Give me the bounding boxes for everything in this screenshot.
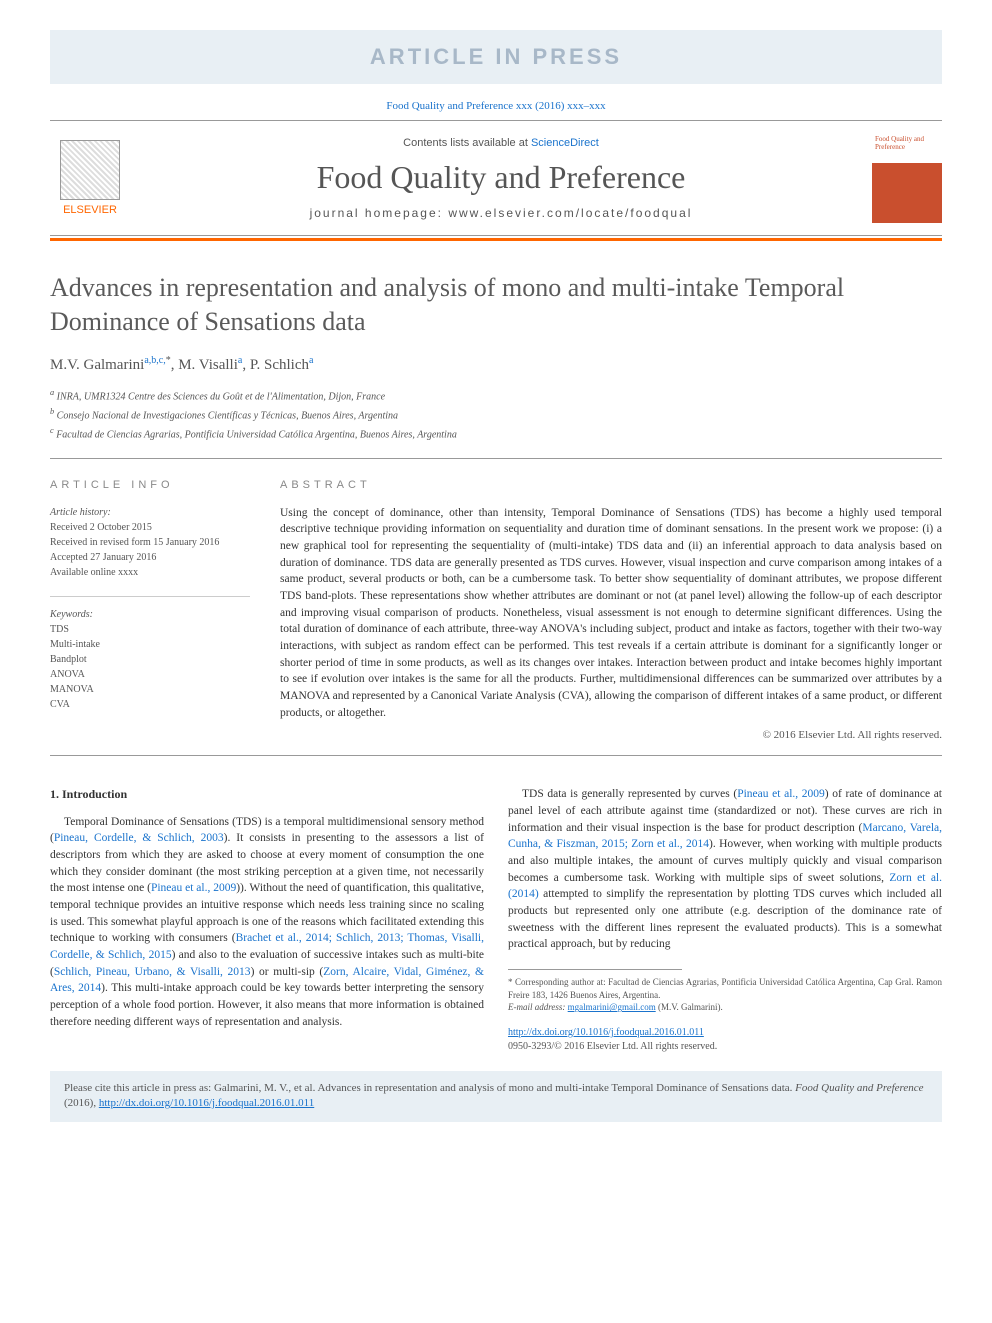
ref-pineau-2003[interactable]: Pineau, Cordelle, & Schlich, 2003	[54, 832, 224, 844]
keywords-label: Keywords:	[50, 607, 250, 622]
keyword-2: Bandplot	[50, 652, 250, 667]
elsevier-logo[interactable]: ELSEVIER	[50, 133, 130, 223]
email-label: E-mail address:	[508, 1002, 568, 1012]
elsevier-tree-icon	[60, 140, 120, 200]
available-date: Available online xxxx	[50, 565, 250, 580]
homepage-prefix: journal homepage:	[310, 206, 449, 220]
header-center: Contents lists available at ScienceDirec…	[146, 137, 856, 220]
banner-text: ARTICLE IN PRESS	[370, 44, 622, 69]
body-p1: Temporal Dominance of Sensations (TDS) i…	[50, 814, 484, 1031]
author-3[interactable]: , P. Schlich	[242, 357, 309, 373]
cover-title-text: Food Quality and Preference	[875, 136, 939, 151]
info-divider	[50, 596, 250, 597]
page-container: ARTICLE IN PRESS Food Quality and Prefer…	[0, 0, 992, 1152]
contents-line: Contents lists available at ScienceDirec…	[146, 137, 856, 149]
divider-2	[50, 755, 942, 756]
email-suffix: (M.V. Galmarini).	[656, 1002, 723, 1012]
ref-pineau-2009[interactable]: Pineau et al., 2009	[151, 882, 236, 894]
publisher-name: ELSEVIER	[63, 204, 117, 216]
section-1-heading: 1. Introduction	[50, 786, 484, 803]
article-in-press-banner: ARTICLE IN PRESS	[50, 30, 942, 84]
journal-header: ELSEVIER Contents lists available at Sci…	[50, 120, 942, 236]
received-date: Received 2 October 2015	[50, 520, 250, 535]
author-2[interactable]: , M. Visalli	[171, 357, 238, 373]
email-line: E-mail address: mgalmarini@gmail.com (M.…	[508, 1001, 942, 1014]
authors-line: M.V. Galmarinia,b,c,*, M. Visallia, P. S…	[50, 355, 942, 374]
affiliation-b: b Consejo Nacional de Investigaciones Ci…	[50, 405, 942, 424]
homepage-url[interactable]: www.elsevier.com/locate/foodqual	[448, 206, 692, 220]
affil-a-text: INRA, UMR1324 Centre des Sciences du Goû…	[57, 391, 385, 402]
affiliation-a: a INRA, UMR1324 Centre des Sciences du G…	[50, 386, 942, 405]
keywords-block: Keywords: TDS Multi-intake Bandplot ANOV…	[50, 607, 250, 712]
abstract-text: Using the concept of dominance, other th…	[280, 505, 942, 722]
ref-pineau-2009b[interactable]: Pineau et al., 2009	[737, 788, 825, 800]
abstract-copyright: © 2016 Elsevier Ltd. All rights reserved…	[280, 729, 942, 741]
divider-1	[50, 458, 942, 459]
corresponding-author: * Corresponding author at: Facultad de C…	[508, 976, 942, 1001]
keyword-3: ANOVA	[50, 667, 250, 682]
footnote-divider	[508, 969, 682, 970]
cite-year: (2016),	[64, 1097, 99, 1109]
article-info-column: ARTICLE INFO Article history: Received 2…	[50, 479, 250, 742]
history-label: Article history:	[50, 505, 250, 520]
abstract-column: ABSTRACT Using the concept of dominance,…	[280, 479, 942, 742]
keyword-0: TDS	[50, 622, 250, 637]
affil-c-text: Facultad de Ciencias Agrarias, Pontifici…	[56, 430, 457, 441]
body-columns: 1. Introduction Temporal Dominance of Se…	[50, 786, 942, 1055]
contents-prefix: Contents lists available at	[403, 137, 531, 149]
accepted-date: Accepted 27 January 2016	[50, 550, 250, 565]
sciencedirect-link[interactable]: ScienceDirect	[531, 137, 599, 149]
cite-box: Please cite this article in press as: Ga…	[50, 1071, 942, 1122]
journal-cover-thumbnail[interactable]: Food Quality and Preference	[872, 133, 942, 223]
ref-schlich-2013[interactable]: Schlich, Pineau, Urbano, & Visalli, 2013	[54, 966, 251, 978]
affiliations: a INRA, UMR1324 Centre des Sciences du G…	[50, 386, 942, 444]
body-section: 1. Introduction Temporal Dominance of Se…	[50, 786, 942, 1055]
body-p3: TDS data is generally represented by cur…	[508, 786, 942, 953]
author-1-affil[interactable]: a,b,c,	[144, 355, 165, 366]
p2c: ). This multi-intake approach could be k…	[50, 982, 484, 1027]
doi-link[interactable]: http://dx.doi.org/10.1016/j.foodqual.201…	[508, 1027, 704, 1038]
cover-title-area: Food Quality and Preference	[872, 133, 942, 163]
p1d: ) and also to the evaluation of successi…	[172, 949, 484, 961]
journal-name: Food Quality and Preference	[146, 159, 856, 196]
keyword-1: Multi-intake	[50, 637, 250, 652]
article-info-header: ARTICLE INFO	[50, 479, 250, 491]
author-1[interactable]: M.V. Galmarini	[50, 357, 144, 373]
affiliation-c: c Facultad de Ciencias Agrarias, Pontifi…	[50, 424, 942, 443]
revised-date: Received in revised form 15 January 2016	[50, 535, 250, 550]
journal-homepage: journal homepage: www.elsevier.com/locat…	[146, 206, 856, 220]
issn-line: 0950-3293/© 2016 Elsevier Ltd. All right…	[508, 1040, 942, 1055]
doi-block: http://dx.doi.org/10.1016/j.foodqual.201…	[508, 1026, 942, 1055]
info-abstract-row: ARTICLE INFO Article history: Received 2…	[50, 479, 942, 742]
orange-divider	[50, 238, 942, 241]
affil-b-text: Consejo Nacional de Investigaciones Cien…	[57, 410, 398, 421]
cite-prefix: Please cite this article in press as: Ga…	[64, 1082, 795, 1094]
p2b: ) or multi-sip (	[251, 966, 324, 978]
email-link[interactable]: mgalmarini@gmail.com	[568, 1002, 656, 1012]
keyword-4: MANOVA	[50, 682, 250, 697]
cite-journal: Food Quality and Preference	[795, 1082, 923, 1094]
article-history: Article history: Received 2 October 2015…	[50, 505, 250, 580]
footnotes: * Corresponding author at: Facultad de C…	[508, 976, 942, 1014]
keyword-5: CVA	[50, 697, 250, 712]
article-title: Advances in representation and analysis …	[50, 271, 942, 339]
p3d: attempted to simplify the representation…	[508, 888, 942, 950]
author-3-affil[interactable]: a	[309, 355, 313, 366]
cite-doi-link[interactable]: http://dx.doi.org/10.1016/j.foodqual.201…	[99, 1097, 314, 1109]
p3a: TDS data is generally represented by cur…	[522, 788, 737, 800]
citation-top: Food Quality and Preference xxx (2016) x…	[50, 92, 942, 120]
abstract-header: ABSTRACT	[280, 479, 942, 491]
